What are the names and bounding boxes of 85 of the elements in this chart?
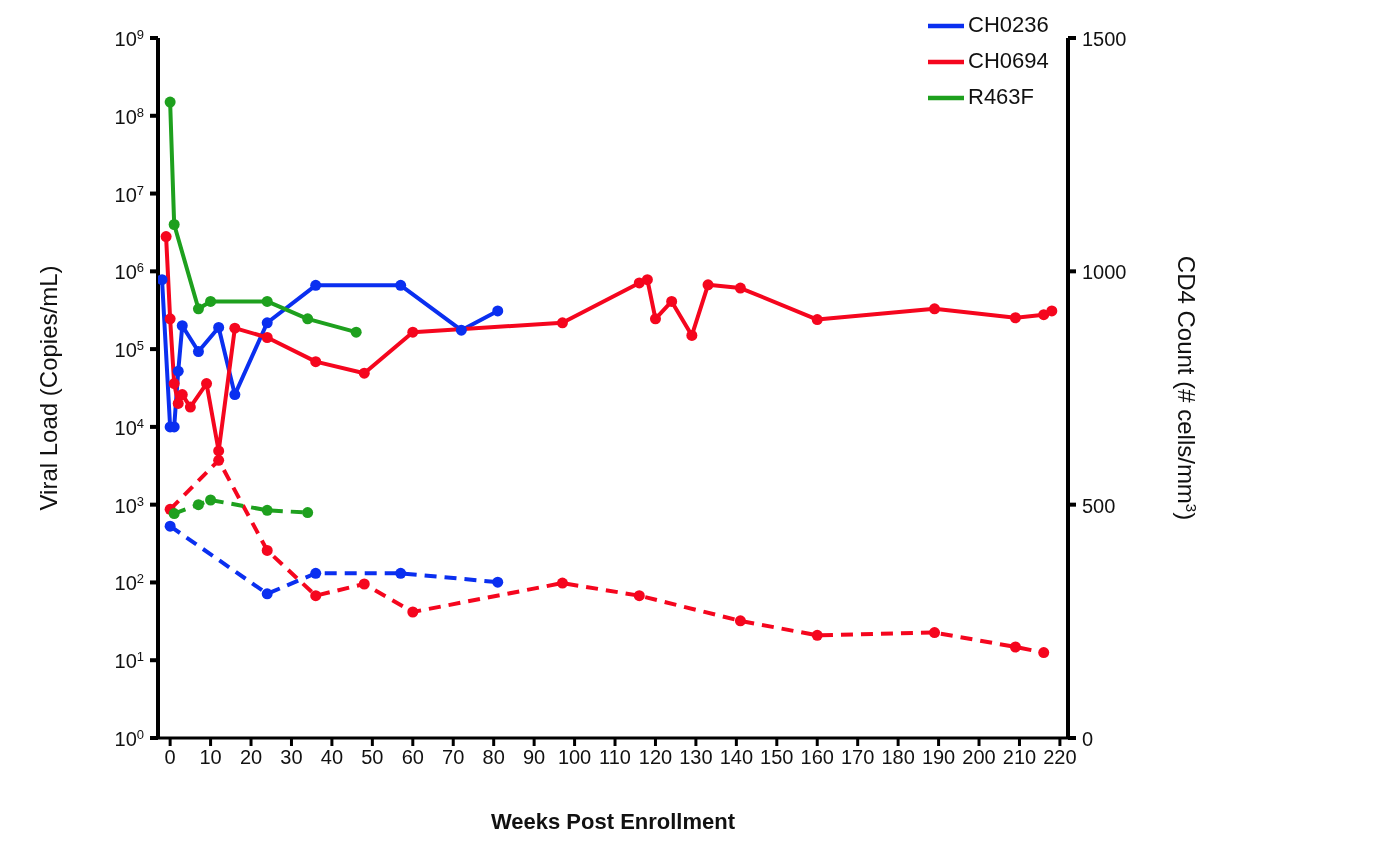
x-axis-title: Weeks Post Enrollment [490,808,736,834]
point [164,96,176,108]
point [168,219,180,231]
point [811,314,823,326]
point [168,378,180,390]
point [556,317,568,329]
y-tick-label: 10$^{2}$ [114,570,144,595]
x-tick-label: 10 [199,746,222,768]
x-tick-label: 60 [401,746,424,768]
point [492,305,504,317]
x-tick-label: 20 [239,746,263,768]
x-tick-label: 120 [638,746,673,768]
point [929,303,941,315]
point [229,322,241,334]
x-tick-label: 50 [361,746,384,768]
y2-tick-label: 1000 [1082,261,1127,284]
point [641,274,653,286]
point [176,389,188,401]
x-tick-label: 170 [841,746,875,768]
point [164,313,176,325]
point [702,279,714,291]
x-tick-label: 90 [523,746,546,768]
y-tick-label: 10$^{9}$ [114,26,144,50]
legend-label: CH0694 [968,47,1049,73]
x-tick-label: 160 [800,746,834,768]
x-tick-label: 80 [482,746,505,768]
point [261,295,273,307]
y-tick-label: 10$^{6}$ [114,259,144,284]
point [734,282,746,294]
x-tick-label: 220 [1043,746,1077,768]
point [358,367,370,379]
legend-label: R463F [968,83,1035,109]
y-tick-label: 10$^{3}$ [114,493,144,517]
point [192,303,204,315]
legend-label: CH0236 [968,11,1049,37]
point [666,295,678,307]
point [184,401,196,413]
x-tick-label: 110 [599,746,631,768]
x-tick-label: 130 [679,746,713,768]
point [192,346,204,358]
y-tick-label: 10$^{4}$ [114,415,144,439]
x-tick-label: 100 [557,746,592,768]
y-tick-label: 10$^{0}$ [114,726,144,750]
point [407,326,419,338]
x-tick-label: 190 [921,746,956,768]
point [455,324,467,336]
x-tick-label: 70 [442,746,465,768]
point [1038,309,1050,321]
point [261,332,273,344]
point [1046,305,1058,317]
point [160,231,172,243]
point [649,313,661,325]
y-axis-title: Viral Load (Copies/mL) [34,265,62,511]
point [213,445,225,457]
x-tick-label: 40 [320,746,344,768]
point [201,378,213,390]
point [350,326,362,338]
point [310,356,322,368]
point [205,295,217,307]
x-tick-label: 150 [760,746,794,768]
point [213,321,225,333]
point [302,313,314,325]
y2-tick-label: 500 [1082,494,1116,517]
point [686,329,698,341]
y2-tick-label: 1500 [1082,28,1127,50]
x-tick-label: 200 [962,746,996,768]
x-tick-label: 180 [881,746,915,768]
y-tick-label: 10$^{8}$ [114,104,144,128]
point [395,279,407,291]
point [229,389,241,401]
y-tick-label: 10$^{7}$ [114,182,144,206]
y-tick-label: 10$^{1}$ [114,648,144,673]
y2-tick-label: 0 [1082,728,1094,750]
x-tick-label: 210 [1002,746,1037,768]
y-tick-label: 10$^{5}$ [114,337,144,362]
point [1009,312,1021,324]
x-tick-label: 0 [164,746,176,768]
x-tick-label: 140 [719,746,754,768]
point [261,317,273,329]
point [310,279,322,291]
point [172,397,184,409]
x-tick-label: 30 [280,746,303,768]
point [172,365,184,377]
point [176,320,188,332]
point [158,274,168,286]
